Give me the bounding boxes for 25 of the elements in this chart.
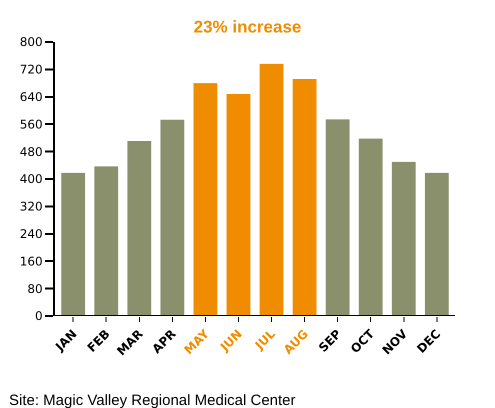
y-tick-label: 0: [34, 309, 43, 324]
bar: [326, 119, 350, 316]
bar: [160, 120, 184, 316]
y-tick-label: 640: [20, 90, 43, 104]
y-tick-label: 320: [20, 200, 43, 214]
chart-title: 23% increase: [194, 17, 302, 36]
bar: [292, 78, 316, 316]
y-tick-label: 480: [20, 144, 43, 159]
bar: [226, 94, 250, 316]
bar: [127, 140, 152, 316]
text: Site: Magic Valley Regional Medical Center: [9, 392, 296, 408]
bar: [94, 166, 118, 316]
y-tick-label: 560: [20, 117, 43, 132]
y-tick-label: 400: [20, 172, 43, 186]
bar: [260, 64, 284, 316]
bar: [61, 172, 86, 316]
y-tick-label: 800: [20, 35, 43, 50]
y-tick-label: 720: [20, 62, 43, 77]
y-tick-label: 240: [20, 227, 43, 241]
bar: [194, 83, 218, 316]
bar: [424, 172, 449, 316]
y-tick-label: 80: [27, 282, 43, 296]
bar: [392, 162, 416, 316]
y-tick-label: 160: [20, 254, 43, 268]
bar: [358, 138, 383, 316]
